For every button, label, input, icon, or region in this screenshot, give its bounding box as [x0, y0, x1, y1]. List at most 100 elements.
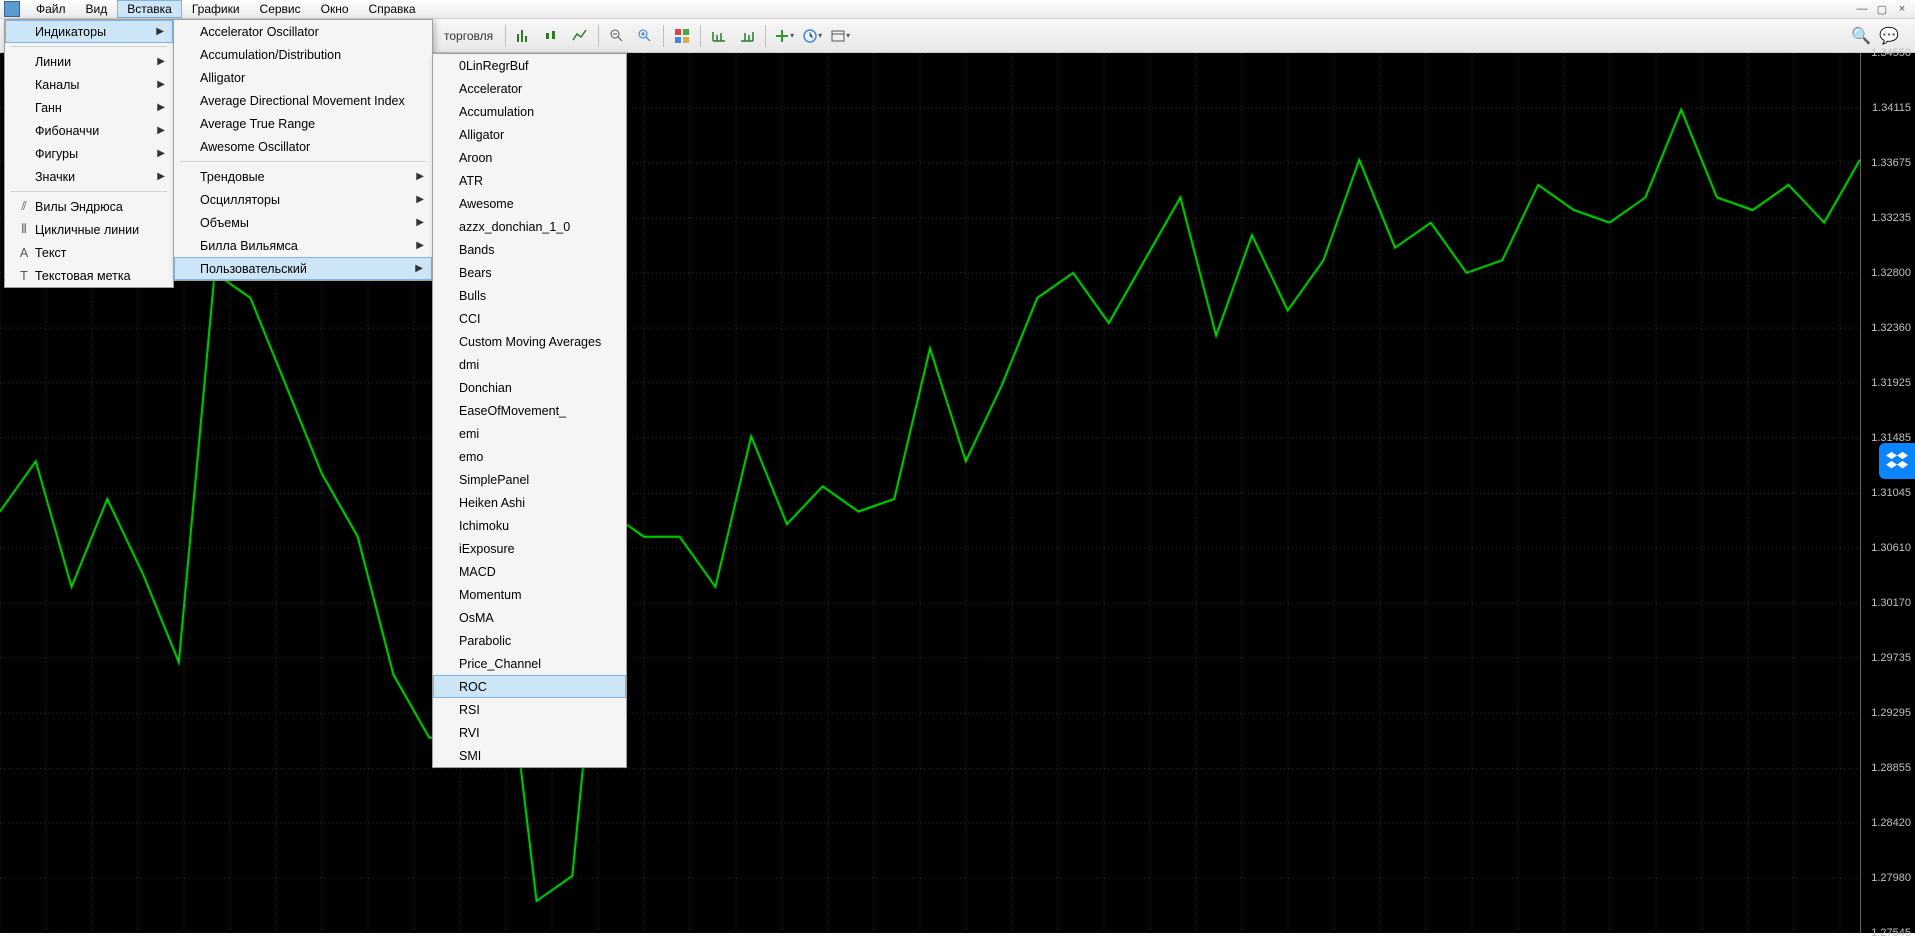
menu-item-фибоначчи[interactable]: Фибоначчи▶ [5, 119, 173, 142]
toolbar-separator [765, 25, 766, 47]
menu-item-osma[interactable]: OsMA [433, 606, 626, 629]
menu-item-объемы[interactable]: Объемы ▶ [174, 211, 432, 234]
submenu-arrow-icon: ▶ [156, 26, 164, 37]
indicators-icon[interactable]: ▾ [772, 24, 796, 48]
app-icon [4, 1, 20, 17]
menu-item-aroon[interactable]: Aroon [433, 146, 626, 169]
menu-файл[interactable]: Файл [26, 0, 76, 18]
price-tick: 1.28420 [1871, 817, 1911, 829]
submenu-arrow-icon: ▶ [157, 125, 165, 136]
menu-графики[interactable]: Графики [182, 0, 250, 18]
grid-icon[interactable] [670, 24, 694, 48]
chat-icon[interactable]: 💬 [1879, 26, 1899, 46]
menu-item-билла-вильямса[interactable]: Билла Вильямса▶ [174, 234, 432, 257]
menu-item-dmi[interactable]: dmi [433, 353, 626, 376]
menu-item-iexposure[interactable]: iExposure [433, 537, 626, 560]
menu-item-rvi[interactable]: RVI [433, 721, 626, 744]
maximize-button[interactable]: ▢ [1873, 3, 1891, 16]
menu-item-cci[interactable]: CCI [433, 307, 626, 330]
zoom-out-icon[interactable] [605, 24, 629, 48]
menu-item-roc[interactable]: ROC [433, 675, 626, 698]
submenu-arrow-icon: ▶ [157, 171, 165, 182]
periods-icon[interactable]: ▾ [800, 24, 824, 48]
minimize-button[interactable]: — [1853, 3, 1871, 16]
menu-item-azzx-donchian-1-0[interactable]: azzx_donchian_1_0 [433, 215, 626, 238]
menu-item-текстовая-метка[interactable]: TТекстовая метка [5, 264, 173, 287]
menu-item-rsi[interactable]: RSI [433, 698, 626, 721]
menu-item-emi[interactable]: emi [433, 422, 626, 445]
search-icon[interactable]: 🔍 [1851, 26, 1871, 46]
menu-item-macd[interactable]: MACD [433, 560, 626, 583]
menu-item-awesome-oscillator[interactable]: Awesome Oscillator [174, 135, 432, 158]
menu-item-ichimoku[interactable]: Ichimoku [433, 514, 626, 537]
menu-item-label: Объемы [200, 216, 249, 230]
menu-item-label: Цикличные линии [35, 223, 139, 237]
price-tick: 1.32360 [1871, 322, 1911, 334]
menu-item-accelerator[interactable]: Accelerator [433, 77, 626, 100]
menu-item-трендовые[interactable]: Трендовые▶ [174, 165, 432, 188]
menu-item-average-true-range[interactable]: Average True Range [174, 112, 432, 135]
menu-item-label: dmi [459, 358, 479, 372]
autoscroll-icon[interactable] [735, 24, 759, 48]
menu-item-линии[interactable]: Линии▶ [5, 50, 173, 73]
menu-item-price-channel[interactable]: Price_Channel [433, 652, 626, 675]
menu-item-bears[interactable]: Bears [433, 261, 626, 284]
zoom-in-icon[interactable] [633, 24, 657, 48]
menu-item-heiken-ashi[interactable]: Heiken Ashi [433, 491, 626, 514]
dropbox-badge[interactable] [1879, 443, 1915, 479]
menu-item-текст[interactable]: AТекст [5, 241, 173, 264]
menu-item-smi[interactable]: SMI [433, 744, 626, 767]
price-tick: 1.30170 [1871, 597, 1911, 609]
shift-icon[interactable] [707, 24, 731, 48]
menu-окно[interactable]: Окно [311, 0, 359, 18]
menu-item-alligator[interactable]: Alligator [174, 66, 432, 89]
line-chart-icon[interactable] [568, 24, 592, 48]
menu-item-accumulation-distribution[interactable]: Accumulation/Distribution [174, 43, 432, 66]
menu-item-цикличные-линии[interactable]: ⦀Цикличные линии [5, 218, 173, 241]
menu-item-easeofmovement-[interactable]: EaseOfMovement_ [433, 399, 626, 422]
menu-item-каналы[interactable]: Каналы▶ [5, 73, 173, 96]
menu-item-awesome[interactable]: Awesome [433, 192, 626, 215]
menu-item-accumulation[interactable]: Accumulation [433, 100, 626, 123]
menu-item-custom-moving-averages[interactable]: Custom Moving Averages [433, 330, 626, 353]
menu-item-пользовательский[interactable]: Пользовательский▶ [174, 257, 432, 280]
menu-item-значки[interactable]: Значки ▶ [5, 165, 173, 188]
menu-справка[interactable]: Справка [359, 0, 426, 18]
submenu-arrow-icon: ▶ [157, 56, 165, 67]
menu-item-accelerator-oscillator[interactable]: Accelerator Oscillator [174, 20, 432, 43]
menu-item-вилы-эндрюса[interactable]: ⫽Вилы Эндрюса [5, 195, 173, 218]
menu-item-осцилляторы[interactable]: Осцилляторы▶ [174, 188, 432, 211]
menu-item-индикаторы[interactable]: Индикаторы▶ [5, 20, 173, 43]
candle-chart-icon[interactable] [540, 24, 564, 48]
menu-item-label: RVI [459, 726, 480, 740]
menu-item-atr[interactable]: ATR [433, 169, 626, 192]
price-tick: 1.29735 [1871, 652, 1911, 664]
price-tick: 1.31925 [1871, 377, 1911, 389]
menu-сервис[interactable]: Сервис [250, 0, 311, 18]
menu-item-bulls[interactable]: Bulls [433, 284, 626, 307]
menu-item-label: Heiken Ashi [459, 496, 525, 510]
menu-item-average-directional-movement-index[interactable]: Average Directional Movement Index [174, 89, 432, 112]
bar-chart-icon[interactable] [512, 24, 536, 48]
menu-item-alligator[interactable]: Alligator [433, 123, 626, 146]
menu-item-label: Custom Moving Averages [459, 335, 601, 349]
menu-item-emo[interactable]: emo [433, 445, 626, 468]
templates-icon[interactable]: ▾ [828, 24, 852, 48]
close-button[interactable]: × [1893, 3, 1911, 16]
menu-item-label: Значки [35, 170, 75, 184]
insert-menu: Индикаторы▶ Линии▶Каналы▶Ганн▶Фибоначчи▶Ф… [4, 19, 174, 288]
price-tick: 1.34115 [1872, 102, 1911, 114]
menu-item-фигуры[interactable]: Фигуры▶ [5, 142, 173, 165]
menu-item-momentum[interactable]: Momentum [433, 583, 626, 606]
menu-item-ганн[interactable]: Ганн▶ [5, 96, 173, 119]
price-tick: 1.33235 [1871, 212, 1911, 224]
menu-item-bands[interactable]: Bands [433, 238, 626, 261]
submenu-arrow-icon: ▶ [416, 217, 424, 228]
menu-item-parabolic[interactable]: Parabolic [433, 629, 626, 652]
menu-item-icon: ⫽ [13, 199, 35, 214]
menu-вставка[interactable]: Вставка [117, 0, 182, 18]
menu-item-donchian[interactable]: Donchian [433, 376, 626, 399]
menu-item-0linregrbuf[interactable]: 0LinRegrBuf [433, 54, 626, 77]
menu-item-simplepanel[interactable]: SimplePanel [433, 468, 626, 491]
menu-вид[interactable]: Вид [76, 0, 118, 18]
